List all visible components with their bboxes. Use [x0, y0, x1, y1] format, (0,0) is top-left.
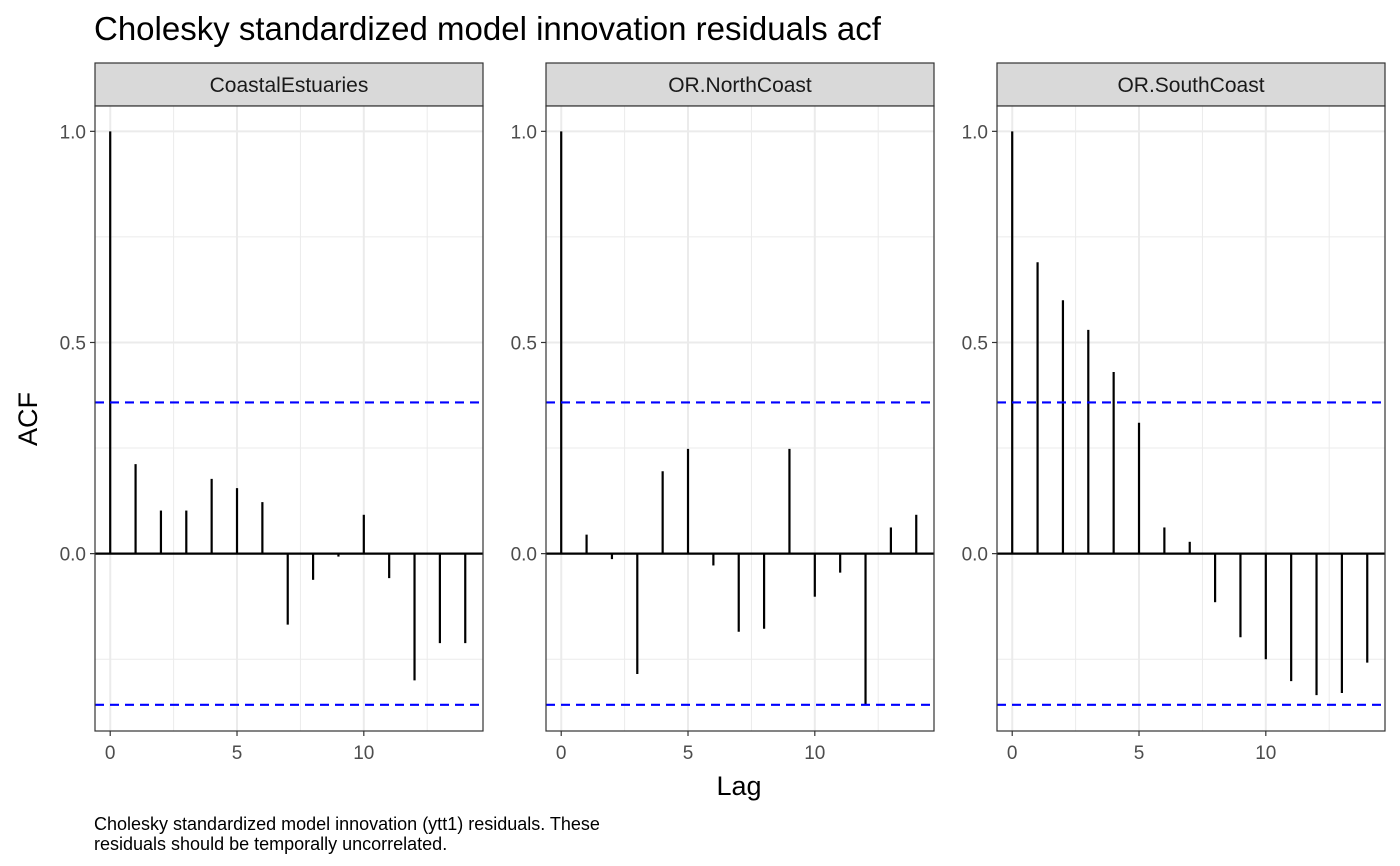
panel-background	[997, 106, 1385, 731]
chart-title: Cholesky standardized model innovation r…	[94, 10, 882, 47]
panel-border	[996, 105, 1386, 732]
y-tick-label: 1.0	[60, 122, 86, 143]
y-tick-label: 0.5	[60, 333, 86, 354]
caption-line-2: residuals should be temporally uncorrela…	[94, 834, 447, 854]
x-tick-label: 5	[1134, 743, 1145, 764]
facet-strip-label: OR.NorthCoast	[668, 74, 812, 97]
panel-background	[95, 106, 483, 731]
y-tick-label: 0.0	[962, 545, 988, 566]
caption-line-1: Cholesky standardized model innovation (…	[94, 814, 600, 834]
y-tick-label: 1.0	[511, 122, 537, 143]
x-tick-label: 5	[232, 743, 243, 764]
facet-strip	[996, 62, 1386, 107]
y-tick-label: 0.5	[962, 333, 988, 354]
facet-strip	[94, 62, 484, 107]
x-axis-title: Lag	[716, 771, 761, 801]
x-tick-label: 10	[1255, 743, 1276, 764]
facet-panel: OR.NorthCoast 0.0 0.5 1.0 0 5 10	[511, 62, 935, 764]
x-tick-label: 10	[804, 743, 825, 764]
facet-strip-label: OR.SouthCoast	[1117, 74, 1264, 97]
x-tick-label: 0	[556, 743, 567, 764]
y-tick-label: 1.0	[962, 122, 988, 143]
panel-background	[546, 106, 934, 731]
y-tick-label: 0.5	[511, 333, 537, 354]
y-tick-label: 0.0	[511, 545, 537, 566]
facet-strip-label: CoastalEstuaries	[210, 74, 369, 97]
x-tick-label: 0	[1007, 743, 1018, 764]
x-tick-label: 10	[353, 743, 374, 764]
panel-border	[94, 105, 484, 732]
facet-strip	[545, 62, 935, 107]
facet-panel: OR.SouthCoast 0.0 0.5 1.0 0 5 10	[962, 62, 1386, 764]
x-tick-label: 0	[105, 743, 116, 764]
panel-border	[545, 105, 935, 732]
y-axis-title: ACF	[13, 392, 43, 446]
x-tick-label: 5	[683, 743, 694, 764]
facet-panel: CoastalEstuaries 0.0 0.5 1.0 0 5 10	[60, 62, 484, 764]
y-tick-label: 0.0	[60, 545, 86, 566]
